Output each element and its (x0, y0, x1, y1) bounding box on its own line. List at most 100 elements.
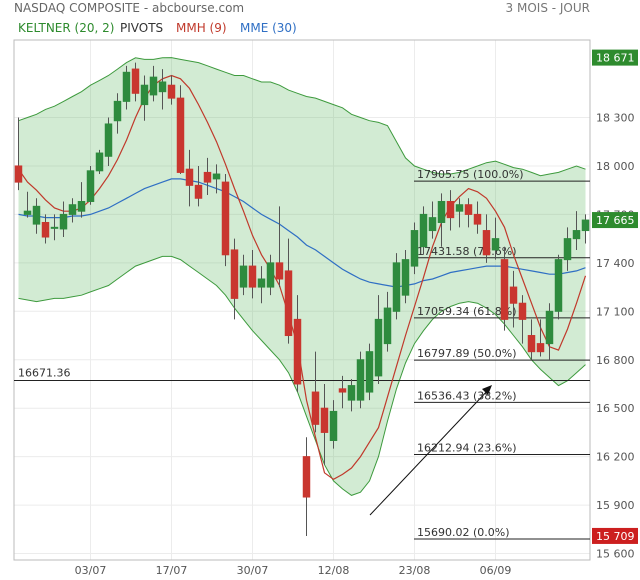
y-tick-label: 16 500 (596, 402, 635, 415)
candle-body (518, 302, 527, 320)
candle-body (275, 262, 284, 280)
candle-body (131, 68, 140, 94)
candle (131, 62, 140, 102)
candle (302, 437, 311, 536)
candle (140, 75, 149, 121)
candle (86, 165, 95, 205)
candle-body (338, 388, 347, 393)
x-axis: 03/07 17/07 30/07 12/08 23/08 06/09 (75, 564, 512, 577)
candle-body (365, 351, 374, 393)
candle-body (374, 318, 383, 377)
candle-body (536, 343, 545, 353)
candle (95, 149, 104, 175)
candle-body (527, 335, 536, 353)
candle-body (248, 265, 257, 288)
candle-body (455, 204, 464, 212)
candle (554, 254, 563, 320)
candle (347, 379, 356, 412)
candle (275, 206, 284, 288)
candle (32, 198, 41, 234)
candle-body (428, 217, 437, 232)
candle-body (158, 81, 167, 93)
candle-body (383, 307, 392, 345)
candle (410, 222, 419, 275)
x-tick-label: 23/08 (399, 564, 431, 577)
fib-label: 15690.02 (0.0%) (417, 526, 510, 539)
candle-body (149, 76, 158, 96)
candle-body (230, 249, 239, 299)
candle (257, 266, 266, 304)
x-tick-label: 06/09 (480, 564, 512, 577)
fibonacci-levels: 17905.75 (100.0%) 17431.58 (78.6%) 17059.3… (14, 168, 590, 540)
candle-body (473, 213, 482, 225)
candle (383, 291, 392, 352)
fib-label: 16536.43 (38.2%) (417, 389, 517, 402)
y-tick-label: 17 100 (596, 305, 635, 318)
candle-body (68, 204, 77, 215)
trend-arrow-head (482, 385, 492, 395)
candlesticks (14, 62, 590, 536)
candle-body (320, 407, 329, 433)
candle-body (122, 71, 131, 102)
candle-body (419, 213, 428, 248)
candle-body (329, 410, 338, 441)
keltner-band (18, 57, 586, 496)
candle-body (572, 230, 581, 240)
candle (176, 85, 185, 175)
candle (41, 214, 50, 244)
candle (419, 206, 428, 255)
candle-body (95, 152, 104, 172)
candle (464, 198, 473, 228)
candle-body (212, 173, 221, 180)
legend-keltner: KELTNER (20, 2) (18, 21, 114, 35)
candle-body (104, 123, 113, 157)
candle-body (293, 318, 302, 385)
candle (338, 375, 347, 409)
candle (212, 164, 221, 194)
candle (293, 295, 302, 393)
y-tick-label: 18 000 (596, 160, 635, 173)
candle (122, 65, 131, 110)
keltner-upper-line (18, 57, 586, 177)
x-tick-label: 03/07 (75, 564, 107, 577)
candle (320, 383, 329, 465)
x-tick-label: 17/07 (156, 564, 188, 577)
candle-body (464, 204, 473, 215)
candle (266, 254, 275, 296)
badge-last (592, 212, 638, 229)
candle (59, 201, 68, 238)
y-tick-label: 15 600 (596, 548, 635, 561)
candle-body (500, 259, 509, 320)
candle (23, 191, 32, 218)
candle (230, 238, 239, 320)
candle-body (491, 238, 500, 251)
candle (401, 249, 410, 304)
candle (491, 217, 500, 260)
candle-body (311, 391, 320, 425)
candle-body (554, 259, 563, 312)
candle-body (185, 168, 194, 186)
candle-body (221, 181, 230, 256)
candle-body (113, 100, 122, 122)
pivot-label: 16671.36 (18, 367, 71, 380)
candle (581, 214, 590, 244)
candle-body (446, 200, 455, 219)
y-tick-label: 18 300 (596, 112, 635, 125)
candle-body (545, 310, 554, 345)
candle (563, 227, 572, 271)
candle (104, 117, 113, 166)
candle-body (50, 226, 59, 229)
candle (77, 182, 86, 218)
candle (392, 253, 401, 320)
candle-body (266, 262, 275, 288)
candle (185, 149, 194, 207)
badge-high (592, 49, 638, 66)
candle (113, 93, 122, 134)
candle (149, 65, 158, 102)
candle (68, 198, 77, 223)
candle-body (392, 262, 401, 312)
candle (455, 198, 464, 228)
moving-averages (18, 74, 587, 481)
